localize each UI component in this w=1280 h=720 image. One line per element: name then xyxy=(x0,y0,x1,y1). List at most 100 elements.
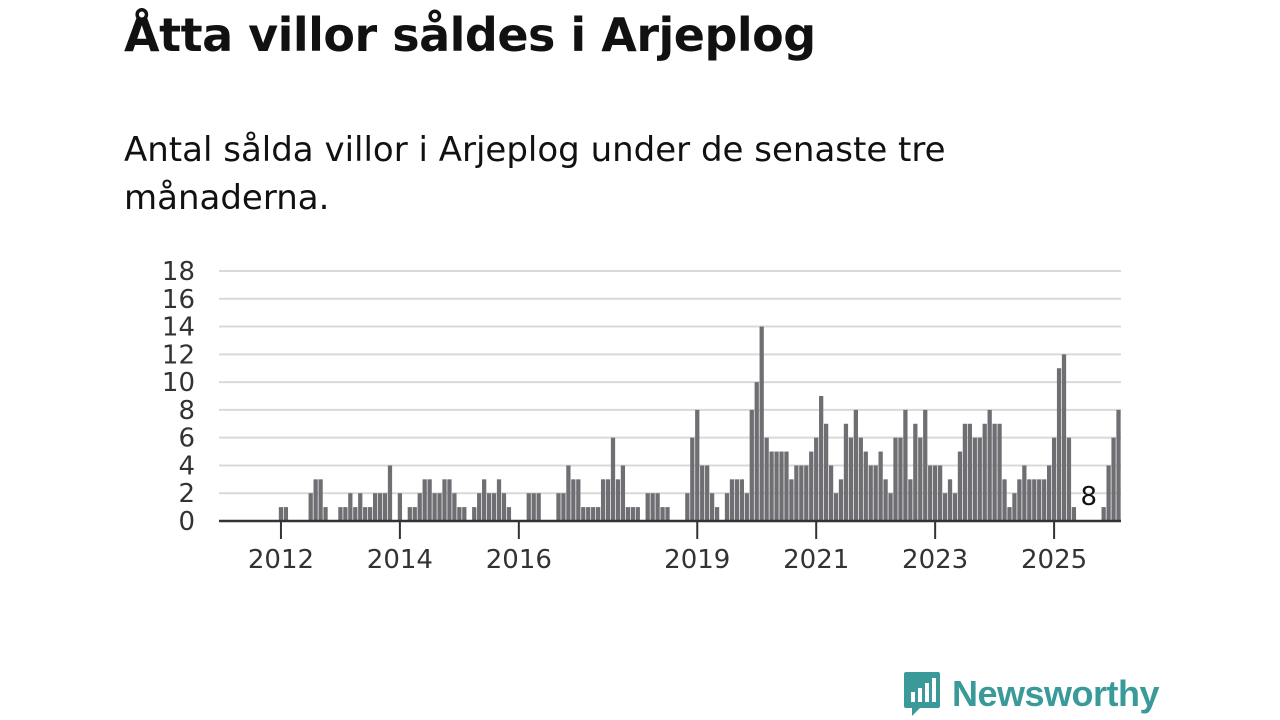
bar xyxy=(937,465,943,521)
bar xyxy=(457,507,462,521)
bar xyxy=(630,507,635,521)
bar xyxy=(734,479,740,521)
y-tick-label: 6 xyxy=(178,424,195,454)
bar xyxy=(353,507,358,521)
bar xyxy=(1106,465,1111,521)
highlight-value-label: 8 xyxy=(1081,482,1098,512)
bar xyxy=(858,437,863,521)
bar xyxy=(491,493,497,521)
bar xyxy=(338,507,343,521)
bar xyxy=(596,507,601,521)
bar xyxy=(1032,479,1037,521)
bar xyxy=(437,493,442,521)
bar xyxy=(690,437,695,521)
bar xyxy=(724,493,730,521)
y-tick-label: 18 xyxy=(162,257,195,287)
bar xyxy=(506,507,512,521)
bar xyxy=(814,437,819,521)
bar xyxy=(714,507,720,521)
bar xyxy=(709,493,715,521)
y-tick-label: 4 xyxy=(178,451,195,481)
bar xyxy=(888,493,893,521)
bar xyxy=(1037,479,1042,521)
bar xyxy=(1042,479,1047,521)
bar xyxy=(784,451,789,521)
x-tick-label: 2021 xyxy=(783,545,849,575)
bar xyxy=(645,493,650,521)
bar xyxy=(685,493,690,521)
y-tick-label: 2 xyxy=(178,479,195,509)
bar xyxy=(358,493,363,521)
bar xyxy=(942,493,948,521)
bar xyxy=(1051,437,1057,521)
bar xyxy=(1066,437,1072,521)
bar xyxy=(705,465,710,521)
bar xyxy=(660,507,665,521)
bar xyxy=(863,451,868,521)
bar xyxy=(992,423,997,521)
bar xyxy=(967,423,972,521)
bar xyxy=(739,479,744,521)
bar xyxy=(620,465,626,521)
bar xyxy=(977,437,982,521)
bar xyxy=(700,465,705,521)
bar xyxy=(843,423,849,521)
bar xyxy=(695,409,700,521)
bar xyxy=(908,479,913,521)
bar xyxy=(1047,465,1052,521)
bar xyxy=(635,507,640,521)
bar xyxy=(581,507,586,521)
bar xyxy=(496,479,502,521)
bar xyxy=(407,507,412,521)
bar xyxy=(368,507,373,521)
bar xyxy=(799,465,804,521)
bar xyxy=(486,493,492,521)
bar xyxy=(318,479,323,521)
x-tick-label: 2014 xyxy=(367,545,433,575)
bar xyxy=(417,493,422,521)
bar xyxy=(377,493,383,521)
bar xyxy=(952,493,958,521)
bar xyxy=(387,465,393,521)
x-tick-label: 2025 xyxy=(1021,545,1087,575)
bar xyxy=(823,423,829,521)
y-tick-label: 16 xyxy=(162,285,195,315)
chart-subtitle: Antal sålda villor i Arjeplog under de s… xyxy=(124,130,946,218)
bar xyxy=(883,479,888,521)
bar xyxy=(1002,479,1007,521)
bar xyxy=(794,465,799,521)
bar xyxy=(769,451,774,521)
bar xyxy=(278,507,284,521)
bar xyxy=(566,465,571,521)
bar xyxy=(893,437,898,521)
bar xyxy=(576,479,581,521)
bar xyxy=(759,326,764,521)
x-axis-ticks: 2012 2014 2016 2019 2021 2023 2025 xyxy=(248,521,1087,575)
bar xyxy=(774,451,779,521)
bar xyxy=(833,493,839,521)
bar xyxy=(323,507,328,521)
bar xyxy=(472,507,477,521)
bar xyxy=(625,507,631,521)
bar xyxy=(809,451,814,521)
bar xyxy=(933,465,938,521)
bar xyxy=(462,507,467,521)
y-tick-label: 14 xyxy=(162,313,195,343)
bar xyxy=(962,423,968,521)
bar xyxy=(749,409,754,521)
bar xyxy=(1116,409,1121,521)
bar xyxy=(903,409,908,521)
bar xyxy=(442,479,447,521)
bar xyxy=(526,493,531,521)
bar xyxy=(1022,465,1027,521)
bar xyxy=(729,479,735,521)
bar-chart-bubble-icon xyxy=(904,672,940,716)
bar xyxy=(382,493,388,521)
bar xyxy=(308,493,313,521)
bar xyxy=(1101,507,1106,521)
bar xyxy=(452,493,457,521)
bar xyxy=(804,465,809,521)
brand-name: Newsworthy xyxy=(952,673,1160,714)
